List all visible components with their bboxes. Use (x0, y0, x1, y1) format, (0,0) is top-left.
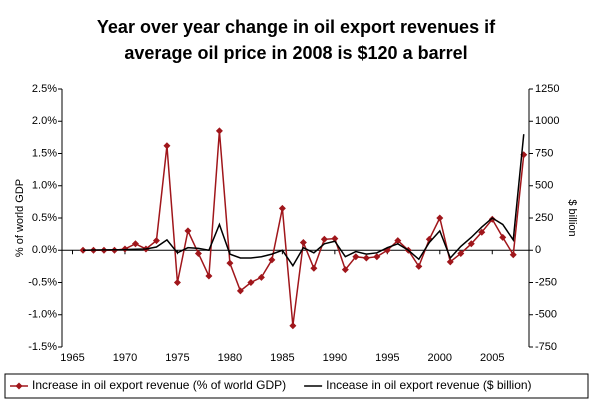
point-marker (152, 237, 160, 245)
x-tick-label: 1985 (270, 352, 294, 364)
point-marker (173, 279, 181, 286)
point-marker (268, 256, 276, 264)
point-marker (184, 227, 192, 235)
point-marker (341, 266, 349, 274)
point-marker (278, 204, 286, 212)
point-marker (226, 259, 234, 267)
point-marker (478, 228, 486, 236)
legend-box (4, 373, 589, 399)
point-marker (194, 249, 202, 257)
y2-tick-label: 0 (535, 244, 541, 256)
point-marker (236, 287, 244, 295)
x-tick-label: 1965 (60, 352, 84, 364)
point-marker (247, 279, 255, 286)
point-marker (205, 272, 213, 280)
y2-tick-label: 1250 (535, 83, 559, 95)
series-line (82, 130, 525, 326)
y2-tick-label: -750 (535, 341, 557, 353)
x-tick-label: 2000 (428, 352, 452, 364)
y-tick-label: -1.0% (28, 309, 57, 321)
point-marker (446, 258, 454, 266)
y2-tick-label: 750 (535, 147, 553, 159)
y-tick-label: 2.0% (32, 115, 57, 127)
y2-tick-label: 500 (535, 180, 553, 192)
x-tick-label: 1995 (375, 352, 399, 364)
legend-label: Increase in oil export revenue (% of wor… (32, 378, 286, 392)
point-marker (215, 127, 223, 135)
point-marker (499, 233, 507, 241)
y2-tick-label: 1000 (535, 115, 559, 127)
x-tick-label: 1970 (113, 352, 137, 364)
y2-axis-label: $ billion (566, 199, 578, 236)
point-marker (488, 215, 496, 223)
point-marker (394, 237, 402, 245)
legend-marker (15, 382, 23, 390)
y-tick-label: 1.0% (32, 180, 57, 192)
y-tick-label: 2.5% (32, 83, 57, 95)
point-marker (331, 235, 339, 243)
y-tick-label: -1.5% (28, 341, 57, 353)
point-marker (373, 253, 381, 261)
point-marker (415, 262, 423, 270)
y-axis-label: % of world GDP (14, 179, 26, 257)
point-marker (467, 240, 475, 248)
point-marker (352, 253, 360, 261)
point-marker (509, 251, 517, 259)
y-tick-label: 1.5% (32, 147, 57, 159)
point-marker (362, 254, 370, 262)
y2-tick-label: 250 (535, 212, 553, 224)
chart-title: Year over year change in oil export reve… (96, 17, 496, 63)
y-tick-label: 0.5% (32, 212, 57, 224)
x-tick-label: 2005 (480, 352, 504, 364)
y-tick-label: 0.0% (32, 244, 57, 256)
x-tick-label: 1990 (323, 352, 347, 364)
point-marker (436, 214, 444, 222)
legend-label: Incease in oil export revenue ($ billion… (326, 378, 531, 392)
series-line (82, 134, 525, 268)
point-marker (320, 235, 328, 243)
point-marker (457, 249, 465, 257)
point-marker (299, 239, 307, 247)
y2-tick-label: -500 (535, 309, 557, 321)
point-marker (257, 273, 265, 281)
x-tick-label: 1975 (165, 352, 189, 364)
point-marker (310, 264, 318, 272)
y-tick-label: -0.5% (28, 276, 57, 288)
point-marker (131, 240, 139, 248)
y2-tick-label: -250 (535, 276, 557, 288)
point-marker (163, 142, 171, 150)
point-marker (289, 322, 297, 330)
x-tick-label: 1980 (218, 352, 242, 364)
